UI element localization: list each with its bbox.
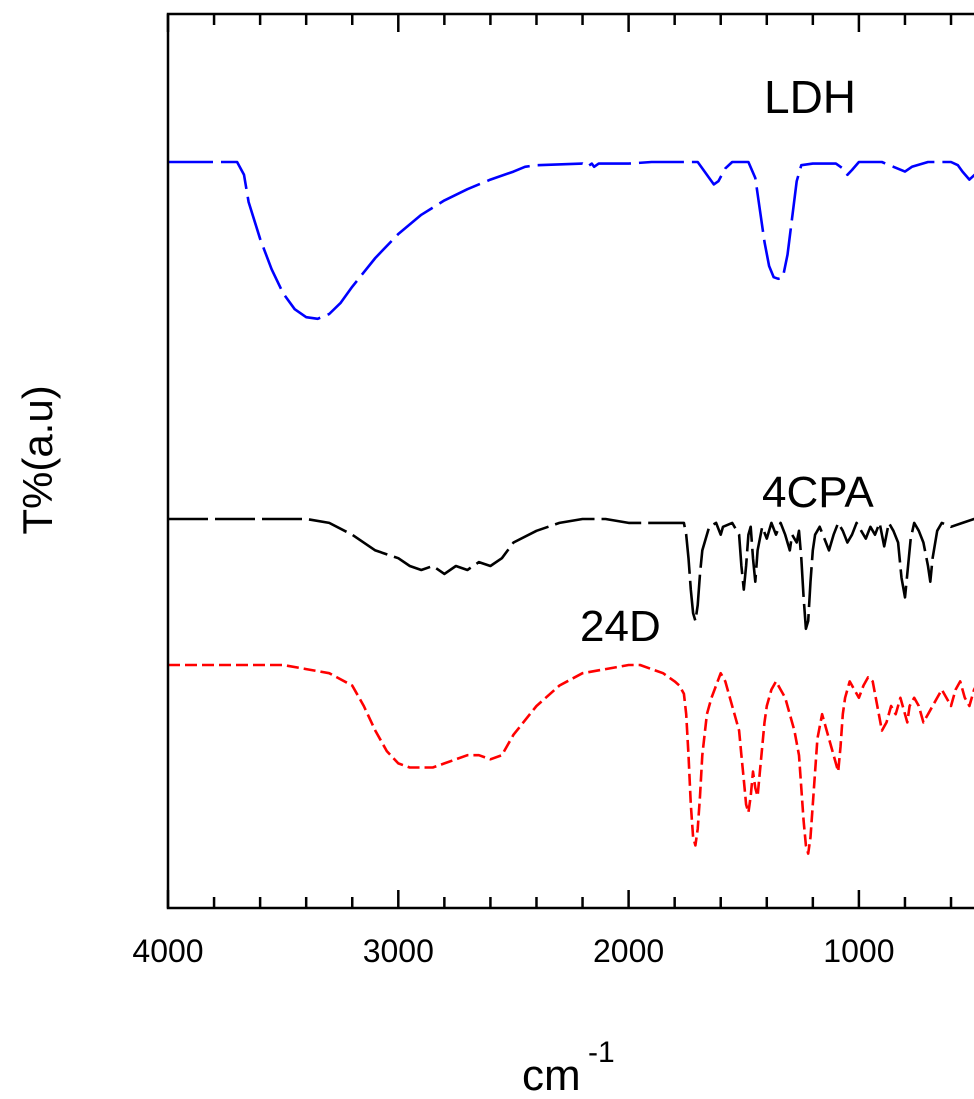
x-tick-label: 2000 xyxy=(593,933,664,969)
x-tick-label: 3000 xyxy=(363,933,434,969)
series-layer xyxy=(168,160,974,855)
series-annotation-24d: 24D xyxy=(580,602,661,651)
series-line-24d xyxy=(168,663,974,855)
series-line-4cpa xyxy=(168,517,974,631)
x-axis-label-superscript: -1 xyxy=(588,1036,615,1069)
y-axis-label: T%(a.u) xyxy=(14,385,61,534)
series-annotation-ldh: LDH xyxy=(764,71,856,123)
x-tick-label: 1000 xyxy=(823,933,894,969)
x-axis-label-base: cm xyxy=(522,1051,581,1099)
x-tick-label: 4000 xyxy=(132,933,203,969)
series-annotation-4cpa: 4CPA xyxy=(762,468,874,517)
plot-frame xyxy=(166,12,974,910)
annotation-layer: LDH 4CPA 24D xyxy=(580,71,874,651)
series-line-ldh xyxy=(168,160,974,321)
tick-layer: 4000 3000 2000 1000 xyxy=(132,14,953,969)
